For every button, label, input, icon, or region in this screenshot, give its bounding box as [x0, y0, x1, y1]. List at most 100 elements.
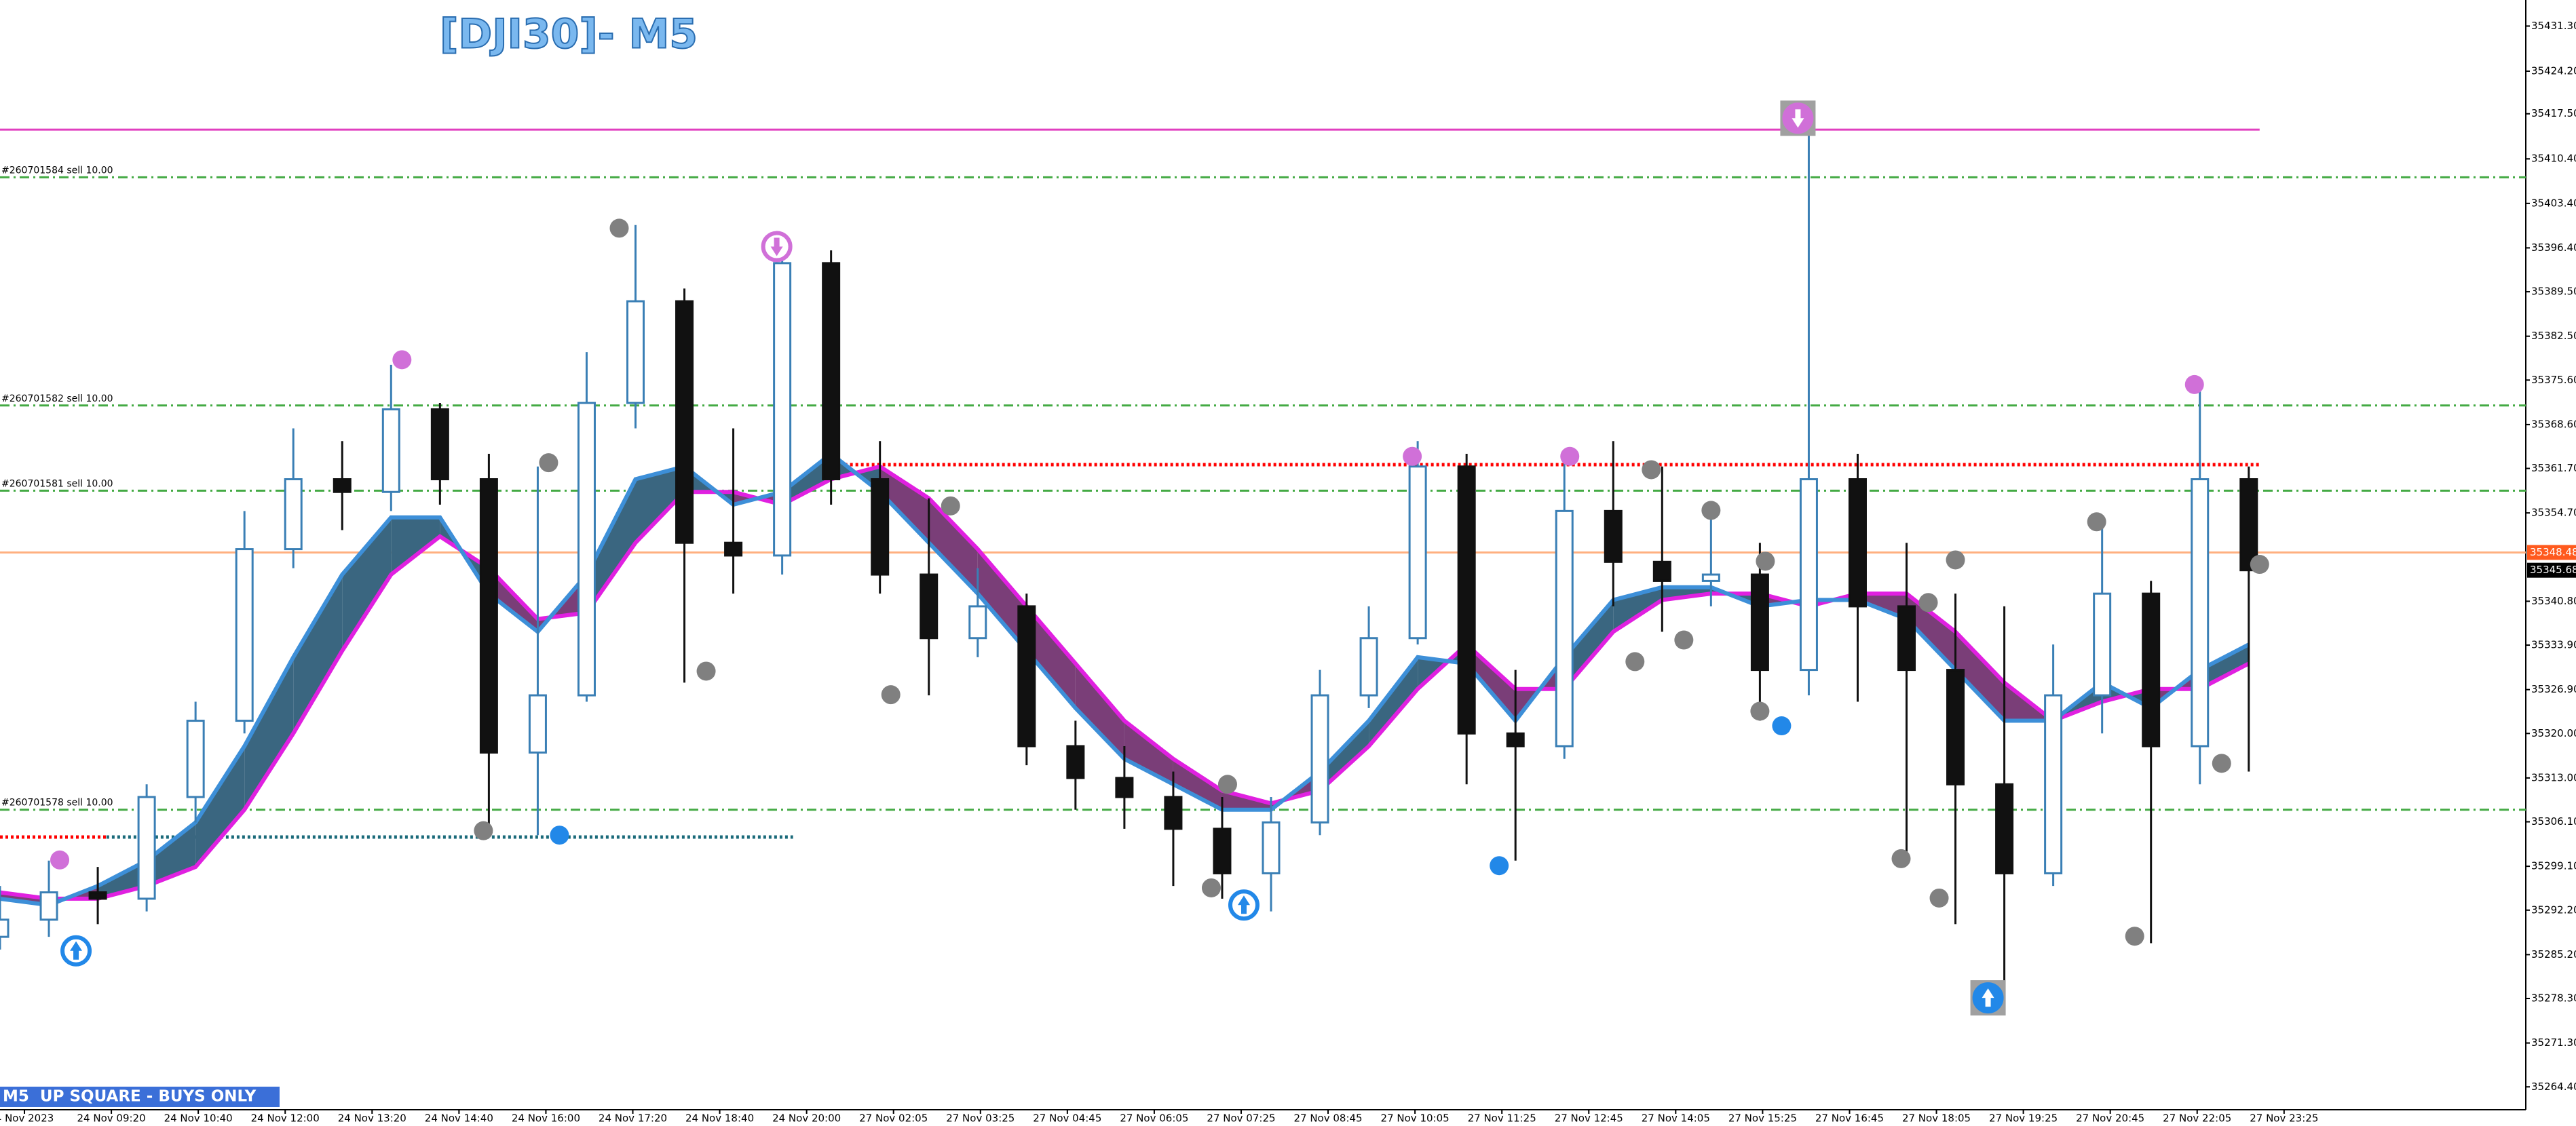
candle-body — [1066, 745, 1085, 779]
ribbon-fill — [1906, 594, 1956, 670]
x-tick-label: 27 Nov 11:25 — [1468, 1112, 1536, 1125]
ribbon-fill — [782, 454, 831, 505]
signal-dot — [1403, 446, 1422, 466]
candle-body — [381, 408, 400, 493]
ribbon-fill — [2199, 644, 2249, 689]
candle-body — [1310, 694, 1329, 823]
candle-body — [1897, 605, 1916, 672]
candle-body — [2142, 592, 2161, 748]
level-label: #260701581 sell 10.00 — [1, 478, 113, 489]
x-tick-label: 24 Nov 16:00 — [512, 1112, 580, 1125]
level-label: #260701578 sell 10.00 — [1, 798, 113, 809]
signal-arrow — [70, 941, 83, 960]
y-tick-label: 35285.20 — [2531, 948, 2576, 960]
ribbon-fill — [1124, 720, 1173, 785]
signal-dot — [2250, 555, 2269, 575]
candle-body — [137, 796, 156, 900]
candle-body — [39, 891, 58, 921]
candle-body — [0, 918, 10, 938]
candle-body — [773, 262, 792, 557]
signal-dot — [1674, 630, 1694, 650]
price-label-box — [2527, 545, 2576, 560]
candle-body — [2239, 478, 2258, 572]
candle-body — [675, 300, 694, 544]
candle-body — [1457, 465, 1476, 735]
ribbon-fill — [1026, 606, 1076, 708]
x-tick-label: 27 Nov 22:05 — [2163, 1112, 2231, 1125]
x-tick-label: 27 Nov 03:25 — [946, 1112, 1015, 1125]
y-tick-label: 35417.50 — [2531, 107, 2576, 119]
signal-dot — [392, 350, 412, 370]
x-tick-label: 24 Nov 13:20 — [338, 1112, 406, 1125]
x-tick-label: 24 Nov 09:20 — [77, 1112, 146, 1125]
signal-dot — [941, 496, 960, 516]
x-tick-label: 27 Nov 08:45 — [1293, 1112, 1362, 1125]
x-tick-label: 24 Nov 18:40 — [685, 1112, 754, 1125]
ribbon-fill — [977, 549, 1027, 651]
level-label: #260701582 sell 10.00 — [1, 393, 113, 404]
candle-body — [2191, 478, 2210, 748]
candle-body — [479, 478, 498, 754]
candle-body — [2044, 694, 2063, 874]
y-tick-label: 35320.00 — [2531, 727, 2576, 739]
x-tick-label: 27 Nov 10:05 — [1381, 1112, 1450, 1125]
y-tick-label: 35396.40 — [2531, 241, 2576, 254]
x-tick-label: 27 Nov 02:05 — [859, 1112, 928, 1125]
y-tick-label: 35340.80 — [2531, 595, 2576, 607]
price-label: 35348.48 — [2530, 546, 2576, 558]
candle-body — [88, 891, 107, 900]
ribbon-fill — [1955, 632, 2005, 721]
signal-dot — [2212, 754, 2231, 773]
candle-body — [626, 300, 645, 404]
candle-body — [1652, 560, 1671, 582]
x-tick-label: 27 Nov 12:45 — [1555, 1112, 1623, 1125]
x-tick-label: 27 Nov 19:25 — [1989, 1112, 2058, 1125]
y-tick-label: 35299.10 — [2531, 860, 2576, 872]
signal-dot — [1750, 701, 1770, 721]
signal-dot — [539, 453, 558, 473]
x-tick-label: 27 Nov 23:25 — [2250, 1112, 2318, 1125]
signal-dot — [1946, 550, 1965, 570]
ribbon-fill — [586, 479, 636, 613]
ribbon-fill — [244, 657, 294, 810]
signal-dot — [1701, 501, 1721, 520]
signal-dot — [2184, 374, 2204, 394]
signal-dot — [1201, 878, 1221, 897]
signal-dot — [881, 685, 901, 705]
ribbon-fill — [1466, 644, 1516, 721]
signal-dot — [50, 850, 70, 870]
ribbon-fill — [1173, 758, 1222, 810]
chart-title: [DJI30]- M5 — [440, 11, 698, 58]
signal-dot — [474, 821, 493, 840]
level-label: #260701584 sell 10.00 — [1, 165, 113, 176]
x-tick-label: 24 Nov 20:00 — [772, 1112, 841, 1125]
y-tick-label: 35403.40 — [2531, 197, 2576, 209]
candle-body — [1995, 783, 2014, 874]
y-tick-label: 35424.20 — [2531, 64, 2576, 77]
candle-body — [1359, 637, 1378, 697]
x-tick-label: 27 Nov 18:05 — [1902, 1112, 1971, 1125]
signal-dot — [550, 826, 569, 845]
signal-dot — [696, 661, 716, 681]
y-tick-label: 35292.20 — [2531, 904, 2576, 916]
candle-body — [1506, 732, 1525, 748]
signal-dot — [1891, 849, 1911, 868]
candle-body — [822, 262, 841, 480]
signal-dot — [1772, 716, 1792, 736]
banner-text: M5 UP SQUARE - BUYS ONLY — [3, 1088, 257, 1106]
ma-line — [0, 464, 2250, 901]
candle-body — [1750, 573, 1769, 672]
signal-dot — [1929, 888, 1949, 908]
ribbon-fill — [1320, 720, 1369, 791]
x-tick-label: 27 Nov 20:45 — [2076, 1112, 2144, 1125]
ribbon-fill — [391, 517, 440, 575]
candle-body — [1848, 478, 1867, 608]
signal-dot — [1756, 551, 1775, 571]
x-tick-label: 27 Nov 07:25 — [1207, 1112, 1275, 1125]
candle-body — [1164, 796, 1183, 830]
x-tick-label: 24 Nov 12:00 — [251, 1112, 320, 1125]
candle-body — [333, 478, 352, 493]
y-tick-label: 35326.90 — [2531, 683, 2576, 695]
